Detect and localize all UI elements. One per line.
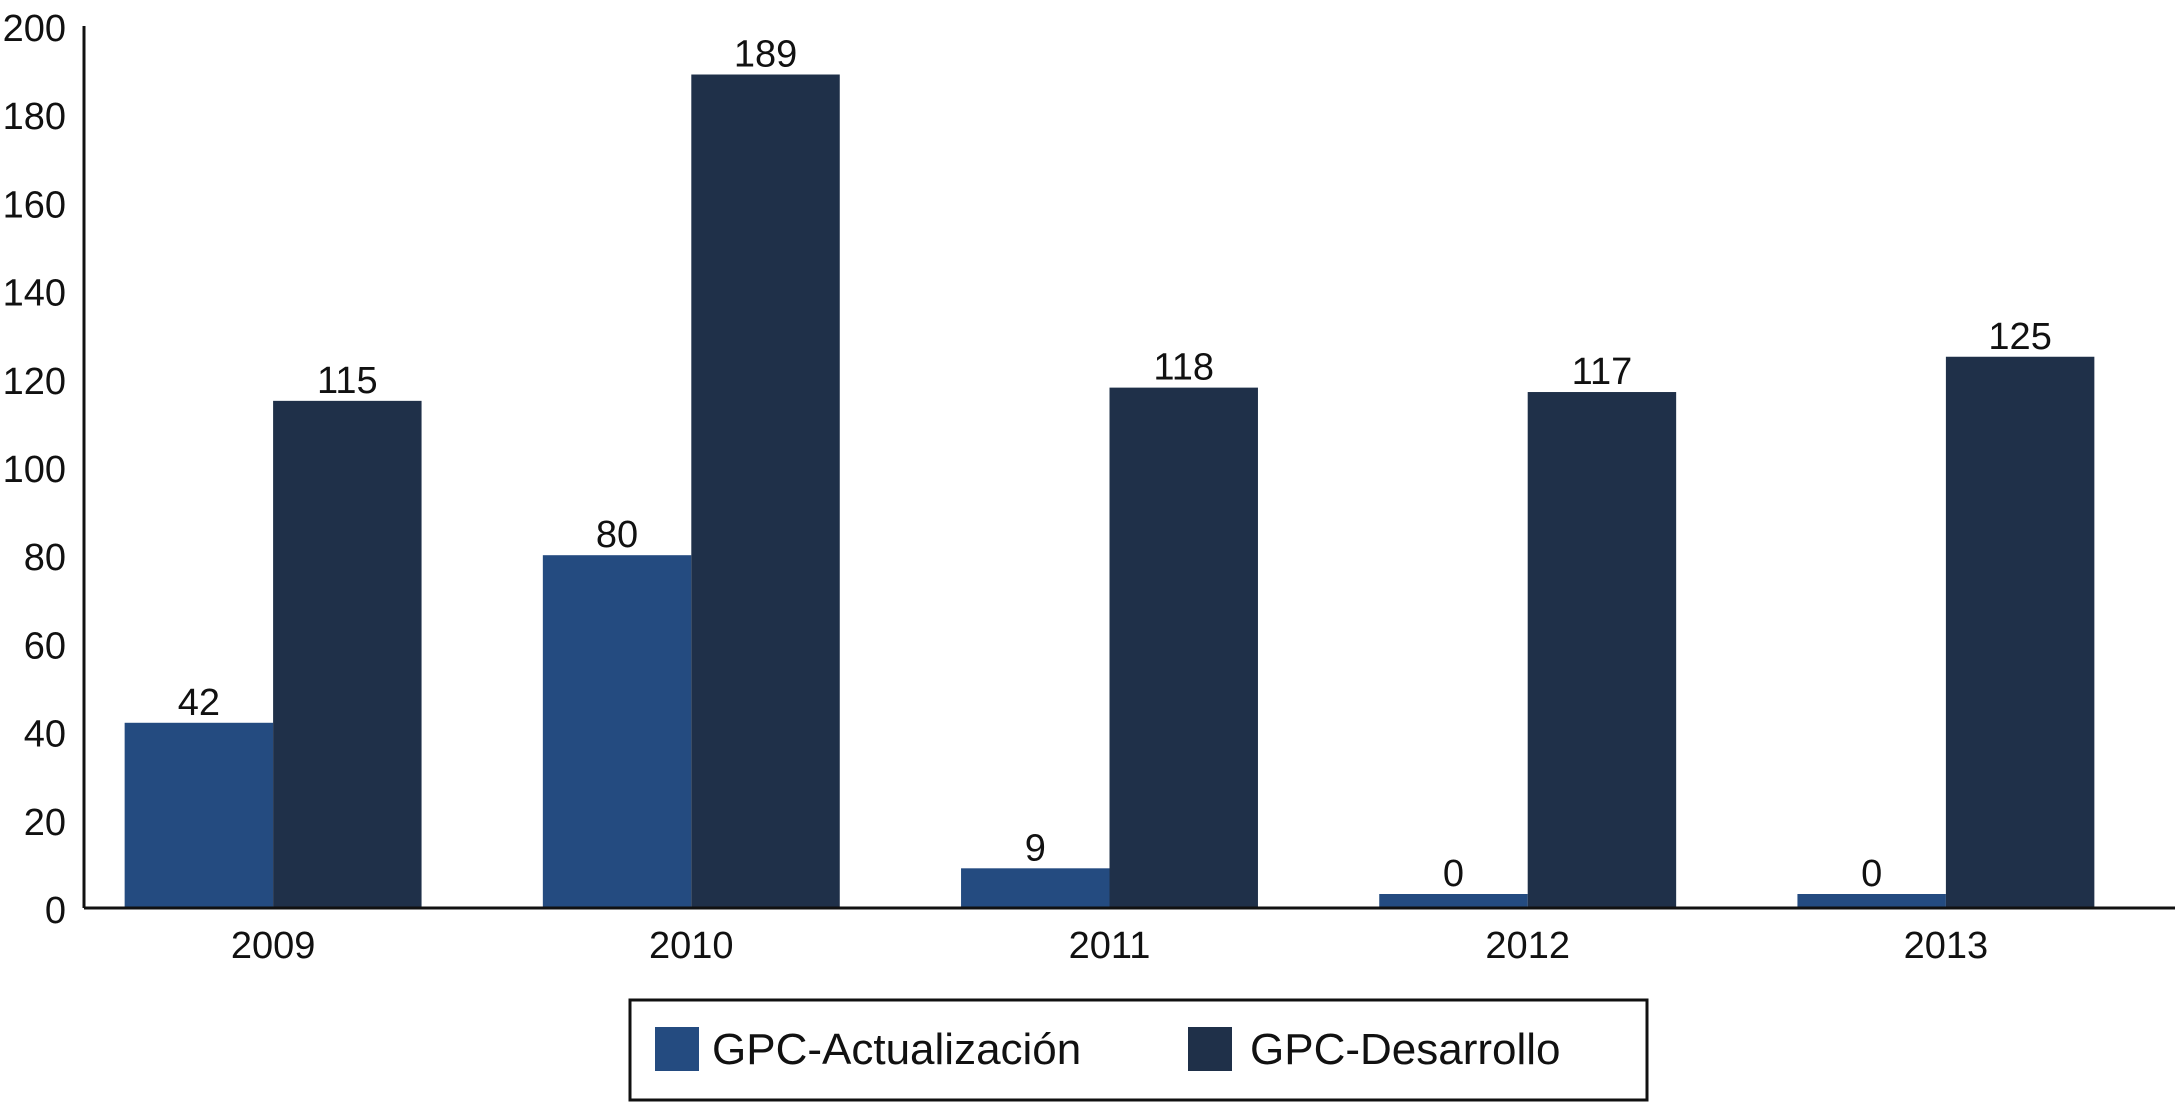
- legend: GPC-Actualización GPC-Desarrollo: [628, 998, 1649, 1102]
- data-label-2009-series-0: 42: [178, 682, 220, 724]
- bar-2009-series-1: [273, 400, 422, 908]
- y-tick-label-1: 20: [24, 802, 66, 844]
- data-label-2012-series-0: 0: [1443, 853, 1464, 895]
- x-axis-ticks: 2009 2010 2011 2012 2013: [231, 925, 1988, 967]
- y-axis-ticks: 0 20 40 60 80 100 120 140 160 180 200: [3, 8, 66, 932]
- y-tick-label-5: 100: [3, 449, 66, 491]
- legend-swatch-desarrollo: [1188, 1027, 1232, 1071]
- bars: [124, 74, 2095, 908]
- legend-label-desarrollo: GPC-Desarrollo: [1250, 1025, 1561, 1074]
- legend-frame: [628, 998, 1649, 1102]
- data-label-2012-series-1: 117: [1572, 351, 1633, 393]
- bar-2011-series-1: [1109, 387, 1258, 908]
- x-tick-label-2011: 2011: [1069, 925, 1151, 967]
- x-tick-label-2009: 2009: [231, 925, 316, 967]
- x-tick-label-2012: 2012: [1485, 925, 1570, 967]
- data-label-2011-series-0: 9: [1025, 827, 1046, 869]
- x-tick-label-2010: 2010: [649, 925, 734, 967]
- data-labels: 42 115 80 189 9 118 0 117 0 125: [178, 34, 2052, 895]
- y-tick-label-8: 160: [3, 184, 66, 226]
- data-label-2013-series-1: 125: [1988, 316, 2051, 358]
- data-label-2010-series-1: 189: [734, 34, 797, 76]
- bar-2009-series-0: [124, 722, 274, 908]
- y-tick-label-3: 60: [24, 625, 66, 667]
- legend-label-actualizacion: GPC-Actualización: [712, 1025, 1081, 1074]
- y-tick-label-6: 120: [3, 361, 66, 403]
- legend-swatch-actualizacion: [655, 1027, 699, 1071]
- bar-2013-series-1: [1945, 356, 2095, 908]
- bar-2011-series-0: [961, 868, 1110, 908]
- data-label-2009-series-1: 115: [317, 360, 378, 402]
- y-tick-label-2: 40: [24, 714, 66, 756]
- data-label-2013-series-0: 0: [1861, 853, 1882, 895]
- data-label-2010-series-0: 80: [596, 514, 638, 556]
- y-tick-label-0: 0: [45, 890, 66, 932]
- bar-2012-series-0: [1379, 894, 1528, 908]
- bar-2012-series-1: [1527, 392, 1677, 908]
- y-tick-label-4: 80: [24, 537, 66, 579]
- bar-2010-series-0: [542, 555, 692, 908]
- data-label-2011-series-1: 118: [1153, 347, 1214, 389]
- y-tick-label-9: 180: [3, 96, 66, 138]
- y-tick-label-7: 140: [3, 273, 66, 315]
- bar-2013-series-0: [1797, 894, 1946, 908]
- y-tick-label-10: 200: [3, 8, 66, 50]
- bar-2010-series-1: [691, 74, 840, 908]
- x-tick-label-2013: 2013: [1904, 925, 1989, 967]
